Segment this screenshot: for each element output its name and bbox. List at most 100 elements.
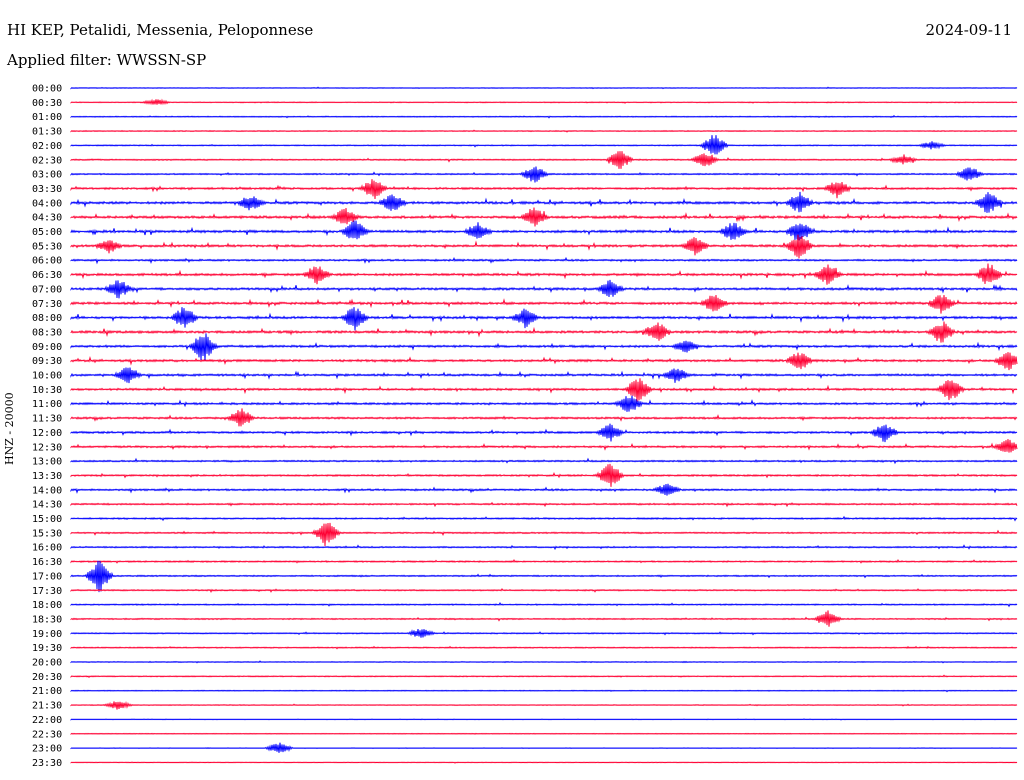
row-label-43: 21:30 [32, 701, 62, 712]
row-label-22: 11:00 [32, 399, 62, 410]
row-label-47: 23:30 [32, 758, 62, 769]
row-label-37: 18:30 [32, 614, 62, 625]
row-label-0: 00:00 [32, 84, 62, 95]
row-label-45: 22:30 [32, 729, 62, 740]
trace-row-36 [70, 602, 1018, 608]
filter-label: Applied filter: WWSSN-SP [7, 51, 207, 69]
row-label-15: 07:30 [32, 299, 62, 310]
trace-row-39 [70, 645, 1018, 650]
trace-row-31 [70, 522, 1018, 547]
row-label-3: 01:30 [32, 127, 62, 138]
trace-row-38 [70, 629, 1018, 638]
row-label-40: 20:00 [32, 658, 62, 669]
trace-row-14 [70, 279, 1018, 299]
row-label-21: 10:30 [32, 385, 62, 396]
row-label-34: 17:00 [32, 571, 62, 582]
trace-row-15 [70, 294, 1018, 314]
trace-row-3 [70, 129, 1018, 133]
row-label-38: 19:00 [32, 629, 62, 640]
row-label-35: 17:30 [32, 586, 62, 597]
row-label-8: 04:00 [32, 198, 62, 209]
row-label-13: 06:30 [32, 270, 62, 281]
trace-row-46 [70, 742, 1018, 753]
trace-row-47 [70, 761, 1018, 764]
row-label-29: 14:30 [32, 500, 62, 511]
row-label-36: 18:00 [32, 600, 62, 611]
trace-row-0 [70, 86, 1018, 90]
row-label-24: 12:00 [32, 428, 62, 439]
trace-row-34 [70, 560, 1018, 593]
trace-row-40 [70, 660, 1018, 664]
row-label-42: 21:00 [32, 686, 62, 697]
trace-row-8 [70, 191, 1018, 213]
row-label-19: 09:30 [32, 356, 62, 367]
trace-row-5 [70, 151, 1018, 169]
trace-row-16 [70, 307, 1018, 331]
trace-row-11 [70, 234, 1018, 259]
row-label-32: 16:00 [32, 543, 62, 554]
date-label: 2024-09-11 [925, 21, 1012, 39]
row-label-4: 02:00 [32, 141, 62, 152]
trace-row-30 [70, 515, 1018, 522]
trace-row-32 [70, 544, 1018, 551]
station-title: HI KEP, Petalidi, Messenia, Peloponnese [7, 21, 314, 39]
trace-row-4 [70, 135, 1018, 155]
trace-row-7 [70, 179, 1018, 200]
trace-row-1 [70, 98, 1018, 106]
trace-row-2 [70, 114, 1018, 119]
row-label-25: 12:30 [32, 442, 62, 453]
trace-row-22 [70, 395, 1018, 412]
row-label-23: 11:30 [32, 414, 62, 425]
trace-row-24 [70, 423, 1018, 443]
trace-row-43 [70, 701, 1018, 710]
trace-row-10 [70, 220, 1018, 241]
row-label-33: 16:30 [32, 557, 62, 568]
trace-row-26 [70, 457, 1018, 465]
row-label-1: 00:30 [32, 98, 62, 109]
row-label-7: 03:30 [32, 184, 62, 195]
trace-row-28 [70, 483, 1018, 496]
row-label-18: 09:00 [32, 342, 62, 353]
row-label-44: 22:00 [32, 715, 62, 726]
trace-row-18 [70, 333, 1018, 362]
row-label-26: 13:00 [32, 457, 62, 468]
trace-row-13 [70, 263, 1018, 285]
row-label-39: 19:30 [32, 643, 62, 654]
trace-row-37 [70, 610, 1018, 627]
row-label-11: 05:30 [32, 241, 62, 252]
row-label-5: 02:30 [32, 155, 62, 166]
row-label-16: 08:00 [32, 313, 62, 324]
row-label-14: 07:00 [32, 284, 62, 295]
row-label-30: 15:00 [32, 514, 62, 525]
trace-row-29 [70, 501, 1018, 508]
row-label-6: 03:00 [32, 170, 62, 181]
trace-row-41 [70, 674, 1018, 679]
row-label-10: 05:00 [32, 227, 62, 238]
row-label-28: 14:00 [32, 485, 62, 496]
row-label-41: 20:30 [32, 672, 62, 683]
row-label-9: 04:30 [32, 213, 62, 224]
trace-row-20 [70, 367, 1018, 384]
trace-row-19 [70, 352, 1018, 371]
trace-row-25 [70, 439, 1018, 453]
trace-row-17 [70, 321, 1018, 343]
row-label-17: 08:30 [32, 327, 62, 338]
trace-row-23 [70, 408, 1018, 427]
row-label-12: 06:00 [32, 256, 62, 267]
trace-row-21 [70, 378, 1018, 402]
trace-row-42 [70, 689, 1018, 693]
trace-row-33 [70, 559, 1018, 564]
trace-row-35 [70, 588, 1018, 593]
trace-row-44 [70, 718, 1018, 721]
trace-row-9 [70, 207, 1018, 227]
row-label-46: 23:00 [32, 744, 62, 755]
row-label-27: 13:30 [32, 471, 62, 482]
trace-row-12 [70, 256, 1018, 265]
trace-row-6 [70, 166, 1018, 183]
row-label-2: 01:00 [32, 112, 62, 123]
trace-row-45 [70, 732, 1018, 735]
trace-row-27 [70, 463, 1018, 487]
row-label-20: 10:00 [32, 371, 62, 382]
row-label-31: 15:30 [32, 528, 62, 539]
